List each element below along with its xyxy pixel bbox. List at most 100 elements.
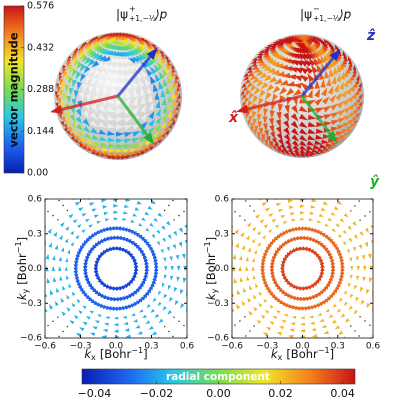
arrow	[250, 60, 257, 64]
arrow	[89, 51, 98, 58]
arrow	[160, 57, 166, 64]
arrow	[341, 89, 348, 98]
arrow	[116, 138, 124, 144]
arrow	[112, 306, 118, 311]
arrow	[359, 231, 364, 237]
y-tick-label: 0.6	[215, 195, 230, 205]
arrow	[238, 265, 242, 272]
axis-label: kx [Bohr−1]	[271, 346, 334, 362]
arrow	[72, 79, 77, 88]
field-dot	[354, 205, 356, 207]
arrow	[350, 353, 356, 358]
arrow	[283, 360, 290, 365]
arrow	[291, 105, 299, 114]
arrow	[74, 135, 81, 141]
arrow	[269, 125, 274, 134]
arrow	[268, 143, 272, 150]
arrow	[291, 35, 297, 40]
arrow	[141, 251, 146, 257]
arrow	[294, 35, 300, 39]
field-dot	[364, 215, 366, 217]
arrow	[82, 321, 88, 326]
arrow	[241, 244, 245, 251]
arrow	[177, 93, 181, 99]
arrow	[307, 114, 317, 120]
arrow	[142, 337, 145, 338]
arrow	[53, 231, 58, 237]
arrow	[138, 297, 144, 303]
arrow	[287, 199, 294, 204]
arrow	[321, 96, 330, 105]
arrow	[62, 67, 67, 75]
field-dot	[363, 340, 364, 341]
arrow	[290, 113, 299, 122]
arrow	[253, 306, 258, 312]
arrow	[342, 122, 351, 128]
arrow	[65, 226, 70, 231]
arrow	[257, 135, 261, 141]
arrow	[123, 125, 133, 131]
arrow	[167, 102, 172, 111]
arrow	[375, 279, 379, 285]
arrow	[293, 75, 303, 82]
arrow	[321, 324, 327, 328]
arrow	[285, 150, 290, 156]
arrow	[269, 321, 275, 326]
arrow	[144, 266, 149, 271]
arrow	[300, 217, 305, 221]
arrow	[174, 88, 179, 95]
arrow	[279, 87, 288, 95]
arrow	[260, 266, 265, 271]
axis-label-part: k	[84, 347, 92, 361]
arrow	[105, 316, 110, 320]
arrow	[243, 287, 247, 293]
arrow	[167, 94, 172, 103]
arrow	[89, 285, 95, 291]
arrow	[278, 138, 285, 146]
arrow	[178, 241, 182, 248]
arrow	[252, 257, 255, 263]
arrow	[268, 213, 274, 218]
arrow	[100, 142, 109, 147]
arrow	[175, 104, 179, 111]
arrow	[82, 269, 88, 275]
arrow	[71, 291, 76, 296]
arrow	[337, 117, 346, 123]
arrow	[255, 56, 263, 61]
arrow	[268, 229, 273, 234]
arrow	[331, 177, 338, 181]
arrow	[108, 143, 116, 148]
arrow	[323, 121, 333, 127]
arrow	[252, 185, 258, 190]
arrow	[84, 44, 91, 51]
arrow	[309, 51, 317, 60]
arrow	[80, 178, 87, 182]
arrow	[144, 211, 150, 216]
field-dot	[367, 190, 368, 191]
arrow	[133, 269, 138, 275]
field-dot	[54, 195, 55, 196]
arrow	[241, 94, 247, 101]
arrow	[269, 304, 274, 309]
arrow	[286, 81, 295, 87]
arrow	[39, 253, 43, 259]
arrow	[260, 63, 269, 69]
arrow	[320, 78, 326, 88]
arrow	[166, 57, 171, 64]
arrow	[277, 232, 284, 237]
arrow	[225, 310, 230, 316]
arrow	[247, 120, 251, 126]
arrow	[352, 116, 359, 121]
arrow	[262, 235, 267, 240]
arrow	[122, 315, 127, 319]
arrow	[340, 262, 345, 268]
arrow	[113, 210, 119, 214]
arrow	[126, 89, 132, 99]
arrow	[163, 274, 167, 280]
arrow	[232, 308, 235, 313]
arrow	[78, 140, 85, 146]
arrow	[284, 133, 291, 142]
colorbar-tick-label: 0.288	[27, 84, 54, 95]
colorbar-tick-label: 0.00	[27, 168, 48, 179]
arrow	[89, 202, 95, 206]
